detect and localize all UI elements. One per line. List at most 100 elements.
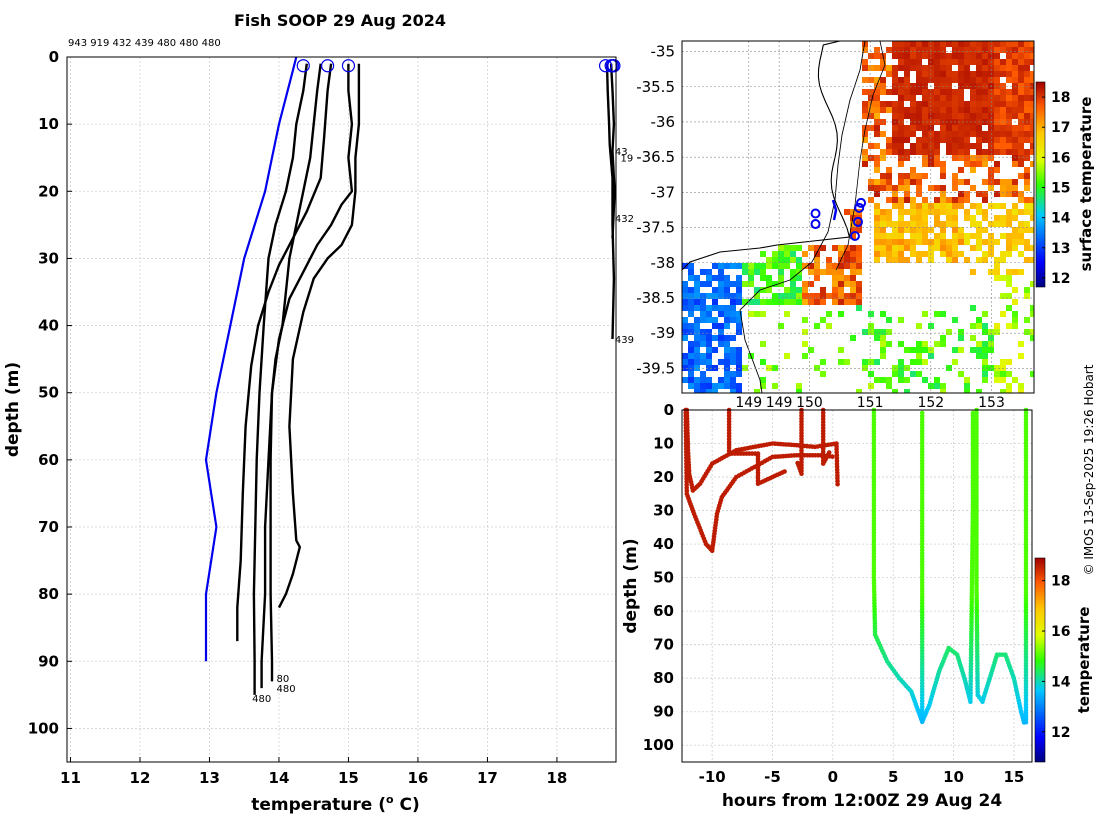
sst-cell <box>1024 137 1030 143</box>
sst-cell <box>982 365 988 371</box>
sst-cell <box>694 293 700 299</box>
sst-cell <box>934 143 940 149</box>
sst-cell <box>988 365 994 371</box>
sst-cell <box>874 329 880 335</box>
sst-cell <box>922 83 928 89</box>
sst-cell <box>940 251 946 257</box>
sst-cell <box>958 59 964 65</box>
sst-cell <box>952 47 958 53</box>
sst-cell <box>760 311 766 317</box>
sst-cell <box>928 41 934 47</box>
sst-cell <box>964 257 970 263</box>
sst-cell <box>1000 101 1006 107</box>
sst-cell <box>868 89 874 95</box>
profile-annotation: 439 <box>615 335 634 346</box>
sst-cell <box>694 359 700 365</box>
sst-cell <box>1000 389 1006 393</box>
sst-cell <box>1030 137 1034 143</box>
sst-cell <box>982 359 988 365</box>
sst-cell <box>976 143 982 149</box>
sst-cell <box>910 41 916 47</box>
sst-cell <box>862 59 868 65</box>
map-lat-label: -35.5 <box>636 78 675 96</box>
sst-cell <box>850 251 856 257</box>
sst-cell <box>922 89 928 95</box>
sst-cell <box>922 131 928 137</box>
sst-cell <box>1000 371 1006 377</box>
sst-cell <box>898 95 904 101</box>
sst-cell <box>898 233 904 239</box>
sst-cell <box>892 65 898 71</box>
sst-cell <box>688 263 694 269</box>
sst-cell <box>682 281 688 287</box>
sst-cell <box>994 41 1000 47</box>
sst-cell <box>1024 77 1030 83</box>
sst-cell <box>940 101 946 107</box>
sst-cell <box>928 65 934 71</box>
sst-cell <box>868 323 874 329</box>
section-x-tick-label: -10 <box>699 768 726 786</box>
sst-cell <box>922 215 928 221</box>
y-tick-label: 40 <box>38 317 59 335</box>
sst-cell <box>1000 365 1006 371</box>
sst-cell <box>868 113 874 119</box>
sst-cell <box>802 293 808 299</box>
sst-cell <box>814 299 820 305</box>
sst-cell <box>712 335 718 341</box>
sst-cell <box>1012 311 1018 317</box>
sst-cell <box>952 71 958 77</box>
sst-cell <box>940 197 946 203</box>
section-point <box>970 410 976 416</box>
sst-cell <box>988 233 994 239</box>
sst-cell <box>874 233 880 239</box>
sst-cell <box>952 257 958 263</box>
sst-cell <box>934 89 940 95</box>
section-y-tick-label: 20 <box>653 468 674 486</box>
sst-cell <box>922 233 928 239</box>
sst-cell <box>1024 155 1030 161</box>
map-colorbar-tick-label: 14 <box>1051 211 1071 227</box>
sst-cell <box>916 239 922 245</box>
sst-cell <box>988 41 994 47</box>
sst-cell <box>898 59 904 65</box>
plot-frame <box>66 56 617 763</box>
sst-cell <box>1024 203 1030 209</box>
sst-cell <box>886 377 892 383</box>
sst-cell <box>976 203 982 209</box>
sst-cell <box>1030 89 1034 95</box>
sst-cell <box>1006 281 1012 287</box>
sst-cell <box>1024 257 1030 263</box>
sst-cell <box>916 233 922 239</box>
sst-cell <box>994 239 1000 245</box>
section-y-tick-label: 80 <box>653 669 674 687</box>
sst-cell <box>976 209 982 215</box>
sst-cell <box>946 119 952 125</box>
sst-cell <box>874 107 880 113</box>
sst-cell <box>976 83 982 89</box>
sst-cell <box>910 215 916 221</box>
sst-cell <box>688 347 694 353</box>
sst-cell <box>946 125 952 131</box>
sst-cell <box>940 47 946 53</box>
sst-cell <box>994 203 1000 209</box>
sst-cell <box>868 125 874 131</box>
sst-cell <box>928 137 934 143</box>
sst-cell <box>898 197 904 203</box>
sst-cell <box>736 365 742 371</box>
sst-cell <box>838 275 844 281</box>
sst-cell <box>1024 209 1030 215</box>
sst-cell <box>904 95 910 101</box>
sst-cell <box>922 209 928 215</box>
sst-cell <box>946 107 952 113</box>
sst-cell <box>976 317 982 323</box>
sst-cell <box>934 161 940 167</box>
sst-cell <box>922 347 928 353</box>
sst-cell <box>958 347 964 353</box>
section-y-tick-label: 30 <box>653 502 674 520</box>
sst-cell <box>718 359 724 365</box>
sst-cell <box>880 59 886 65</box>
sst-cell <box>904 131 910 137</box>
sst-cell <box>682 287 688 293</box>
sst-cell <box>1024 293 1030 299</box>
section-point <box>830 454 835 459</box>
